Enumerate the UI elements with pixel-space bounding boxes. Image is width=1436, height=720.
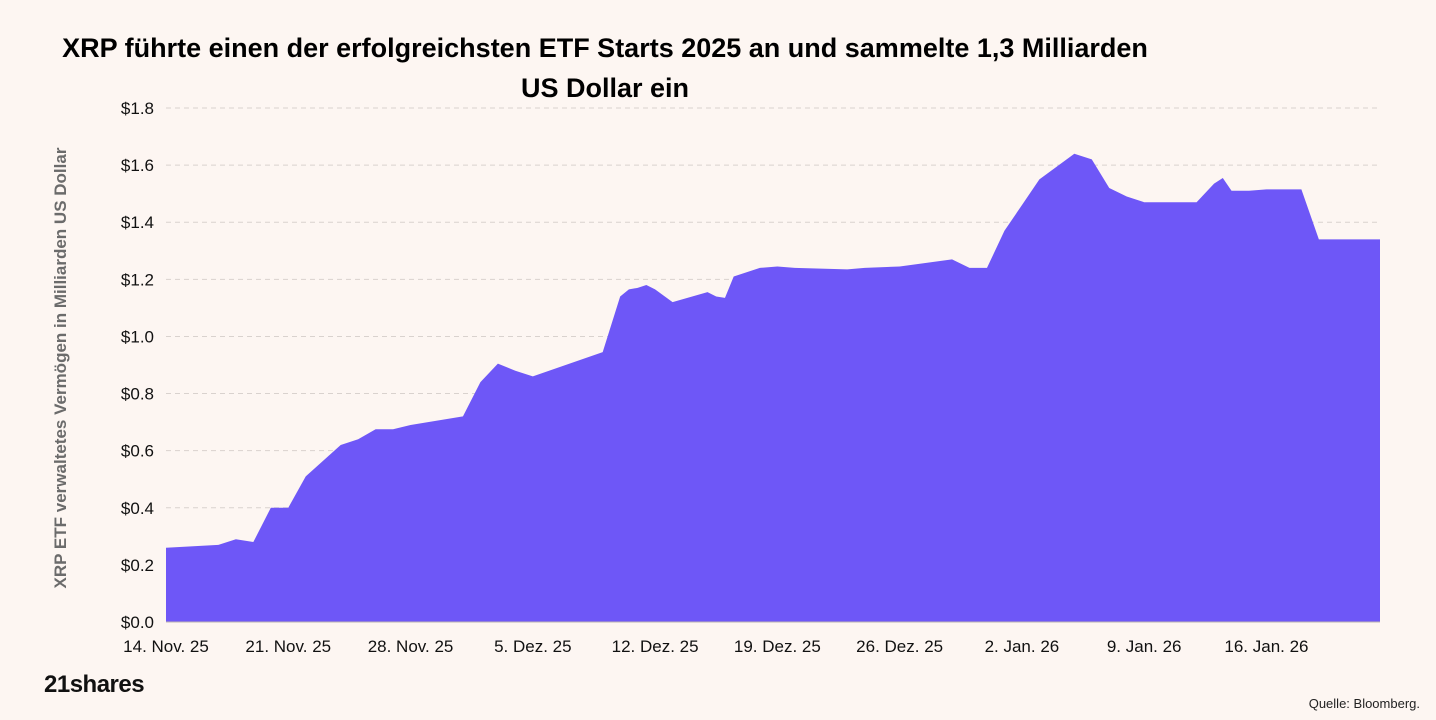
chart-title-line-2: US Dollar ein [520,73,690,103]
y-tick-label: $0.4 [121,499,154,518]
x-tick-label: 5. Dez. 25 [494,637,572,656]
area-fill-xrp-etf-aum [166,153,1380,622]
y-tick-label: $1.8 [121,99,154,118]
x-tick-label: 19. Dez. 25 [734,637,821,656]
chart-title-line-1: XRP führte einen der erfolgreichsten ETF… [62,33,1148,63]
x-tick-label: 12. Dez. 25 [612,637,699,656]
x-tick-label: 26. Dez. 25 [856,637,943,656]
y-tick-label: $0.8 [121,385,154,404]
x-tick-label: 14. Nov. 25 [123,637,209,656]
x-tick-label: 28. Nov. 25 [368,637,454,656]
y-tick-label: $0.6 [121,442,154,461]
y-tick-label: $1.2 [121,270,154,289]
y-axis-label: XRP ETF verwaltetes Vermögen in Milliard… [51,147,70,588]
area-series [166,153,1380,622]
x-tick-label: 16. Jan. 26 [1224,637,1308,656]
source-note: Quelle: Bloomberg. [1308,696,1420,711]
y-tick-label: $0.2 [121,556,154,575]
x-tick-label: 9. Jan. 26 [1107,637,1182,656]
y-tick-label: $0.0 [121,613,154,632]
y-tick-label: $1.0 [121,327,154,346]
y-tick-label: $1.6 [121,156,154,175]
y-tick-label: $1.4 [121,213,154,232]
chart-title: XRP führte einen der erfolgreichsten ETF… [0,28,1210,108]
x-tick-label: 2. Jan. 26 [985,637,1060,656]
x-tick-label: 21. Nov. 25 [245,637,331,656]
axes: $0.0 $0.2 $0.4 $0.6 $0.8 $1.0 $1.2 $1.4 $1.6 $1.8… [121,99,1380,656]
logo-text: 21shares [44,671,145,698]
21shares-logo: 21shares [44,671,145,699]
